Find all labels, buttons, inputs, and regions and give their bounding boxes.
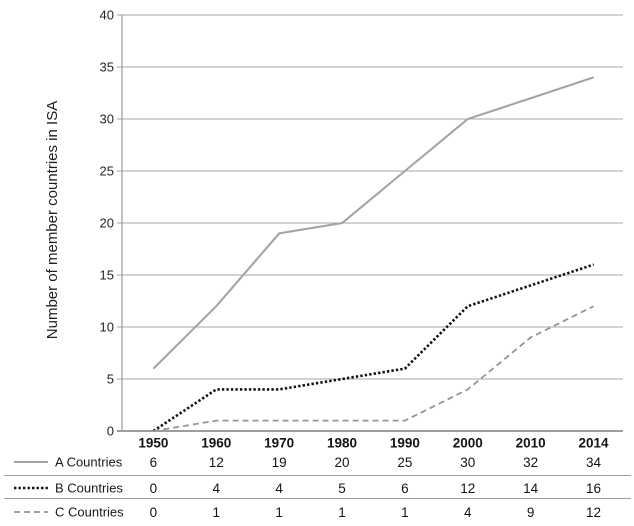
gridlines (117, 14, 623, 432)
table-cell-value: 14 (523, 481, 539, 496)
table-cell-value: 19 (272, 455, 287, 470)
x-axis-labels: 1950 1960 1970 1980 1990 2000 2010 2014 (138, 436, 609, 451)
table-cell-value: 30 (460, 455, 475, 470)
series-lines (152, 76, 595, 433)
x-axis-label: 2000 (453, 436, 483, 451)
series-line-c (153, 305, 594, 432)
x-axis-label: 1970 (264, 436, 294, 451)
table-cell-value: 4 (464, 505, 472, 520)
table-cell-value: 6 (150, 455, 158, 470)
y-tick-label: 40 (100, 8, 114, 23)
table-cell-value: 32 (523, 455, 538, 470)
table-cell-value: 1 (401, 505, 409, 520)
table-cell-value: 20 (335, 455, 350, 470)
table-cell-value: 12 (209, 455, 224, 470)
y-axis-title: Number of member countries in ISA (44, 101, 61, 339)
x-axis-label: 1980 (327, 436, 357, 451)
y-tick-label: 5 (107, 372, 114, 387)
y-tick-label: 15 (100, 268, 114, 283)
table-cell-value: 4 (213, 481, 221, 496)
legend-label: A Countries (55, 455, 123, 470)
table-cell-value: 6 (401, 481, 409, 496)
y-tick-label: 20 (100, 216, 114, 231)
y-tick-label: 0 (107, 424, 114, 439)
table-cell-value: 4 (275, 481, 283, 496)
table-cell-value: 1 (338, 505, 346, 520)
legend-label: C Countries (55, 505, 124, 520)
table-cell-value: 12 (586, 505, 601, 520)
table-cell-value: 12 (460, 481, 475, 496)
x-axis-label: 2010 (516, 436, 546, 451)
table-cell-value: 5 (338, 481, 346, 496)
table-cell-value: 34 (586, 455, 602, 470)
table-cell-value: 1 (213, 505, 221, 520)
y-tick-label: 10 (100, 320, 114, 335)
x-axis-label: 2014 (579, 436, 610, 451)
table-cell-value: 9 (527, 505, 535, 520)
y-tick-label: 35 (100, 60, 114, 75)
series-line-a (152, 76, 594, 370)
legend-table: A Countries 6 12 19 20 25 30 32 34B Countries 0 4 4… (4, 455, 631, 520)
x-axis-label: 1990 (390, 436, 420, 451)
x-axis-label: 1960 (201, 436, 231, 451)
table-cell-value: 25 (397, 455, 412, 470)
y-tick-label: 25 (100, 164, 114, 179)
series-line-b (152, 263, 595, 433)
y-tick-label: 30 (100, 112, 114, 127)
table-cell-value: 0 (150, 505, 158, 520)
y-tick-labels: 0 5 10 15 20 25 30 35 40 (100, 8, 114, 439)
legend-label: B Countries (55, 481, 123, 496)
table-cell-value: 16 (586, 481, 601, 496)
table-cell-value: 1 (275, 505, 283, 520)
x-axis-label: 1950 (138, 436, 168, 451)
table-cell-value: 0 (150, 481, 158, 496)
